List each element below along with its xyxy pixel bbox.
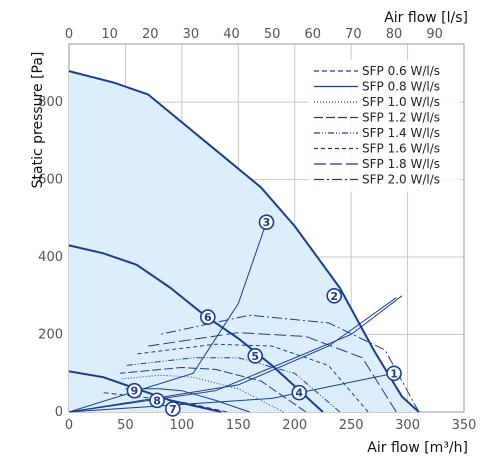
legend-label: SFP 2.0 W/l/s <box>362 173 440 187</box>
legend-label: SFP 0.8 W/l/s <box>362 80 440 94</box>
x-bottom-tick-label: 0 <box>65 418 73 433</box>
marker-label: 9 <box>131 385 139 398</box>
x-bottom-tick-label: 200 <box>282 418 307 433</box>
system-line-4 <box>68 372 395 413</box>
sfp-curve-4 <box>119 366 307 413</box>
marker-label: 8 <box>153 394 161 407</box>
marker-label: 5 <box>251 350 259 363</box>
x-bottom-tick-label: 250 <box>339 418 364 433</box>
marker-2: 2 <box>326 287 343 304</box>
x-top-tick-label: 30 <box>183 27 200 42</box>
marker-label: 4 <box>295 387 303 400</box>
sfp-curve-5 <box>125 357 341 413</box>
sfp-curves <box>102 314 420 413</box>
marker-circle <box>386 365 402 382</box>
marker-9: 9 <box>126 382 143 399</box>
x-top-tick-label: 0 <box>65 27 73 42</box>
x-bottom-tick-label: 350 <box>452 418 477 433</box>
x-top-tick-label: 80 <box>386 27 403 42</box>
x-axis-bottom-title: Air flow [m³/h] <box>367 440 468 456</box>
y-axis-title: Static pressure [Pa] <box>30 52 46 189</box>
x-top-tick-label: 10 <box>101 27 118 42</box>
marker-circle <box>149 392 165 409</box>
marker-circle <box>291 384 308 401</box>
sfp-curve-3 <box>119 374 284 413</box>
marker-label: 3 <box>263 216 271 229</box>
y-tick-label: 800 <box>38 95 63 110</box>
sfp-curve-8 <box>159 314 420 413</box>
marker-5: 5 <box>247 348 264 364</box>
x-top-tick-label: 70 <box>345 27 362 42</box>
marker-label: 6 <box>204 311 212 324</box>
x-top-tick-label: 40 <box>223 27 240 42</box>
marker-3: 3 <box>258 214 275 230</box>
marker-4: 4 <box>291 384 308 401</box>
x-bottom-tick-label: 300 <box>395 418 420 433</box>
marker-circle <box>165 401 181 417</box>
legend-label: SFP 1.8 W/l/s <box>362 157 440 171</box>
marker-6: 6 <box>200 309 216 325</box>
y-tick-label: 600 <box>38 173 63 188</box>
marker-label: 1 <box>390 367 398 380</box>
marker-label: 2 <box>330 290 338 303</box>
legend-label: SFP 1.6 W/l/s <box>362 142 440 156</box>
x-top-tick-label: 50 <box>264 27 281 42</box>
legend-label: SFP 1.4 W/l/s <box>362 126 440 140</box>
x-bottom-tick-label: 150 <box>226 418 251 433</box>
legend-label: SFP 1.2 W/l/s <box>362 111 440 125</box>
x-top-tick-label: 60 <box>304 27 321 42</box>
x-bottom-tick-label: 50 <box>117 418 134 433</box>
x-axis-top-title: Air flow [l/s] <box>384 10 468 26</box>
y-tick-label: 0 <box>55 405 63 420</box>
x-top-tick-label: 90 <box>426 27 443 42</box>
marker-label: 7 <box>169 403 177 416</box>
y-tick-label: 200 <box>38 328 63 343</box>
marker-circle <box>258 214 275 230</box>
sfp-curve-7 <box>147 332 397 413</box>
legend-label: SFP 0.6 W/l/s <box>362 64 440 78</box>
sfp-curve-2 <box>125 388 250 413</box>
marker-circle <box>200 309 216 325</box>
legend-label: SFP 1.0 W/l/s <box>362 95 440 109</box>
y-tick-label: 400 <box>38 250 63 265</box>
marker-7: 7 <box>165 401 181 417</box>
marker-1: 1 <box>386 365 402 382</box>
sfp-curve-6 <box>136 343 369 413</box>
system-line-1 <box>68 295 403 413</box>
marker-circle <box>326 287 343 304</box>
marker-8: 8 <box>149 392 165 409</box>
marker-circle <box>247 348 264 364</box>
x-bottom-tick-label: 100 <box>169 418 194 433</box>
operating-area <box>69 71 419 412</box>
marker-circle <box>126 382 143 399</box>
legend-box <box>308 60 460 192</box>
operating-markers: 1 2 3 4 5 6 78 9 <box>126 214 402 417</box>
x-top-tick-label: 20 <box>142 27 159 42</box>
